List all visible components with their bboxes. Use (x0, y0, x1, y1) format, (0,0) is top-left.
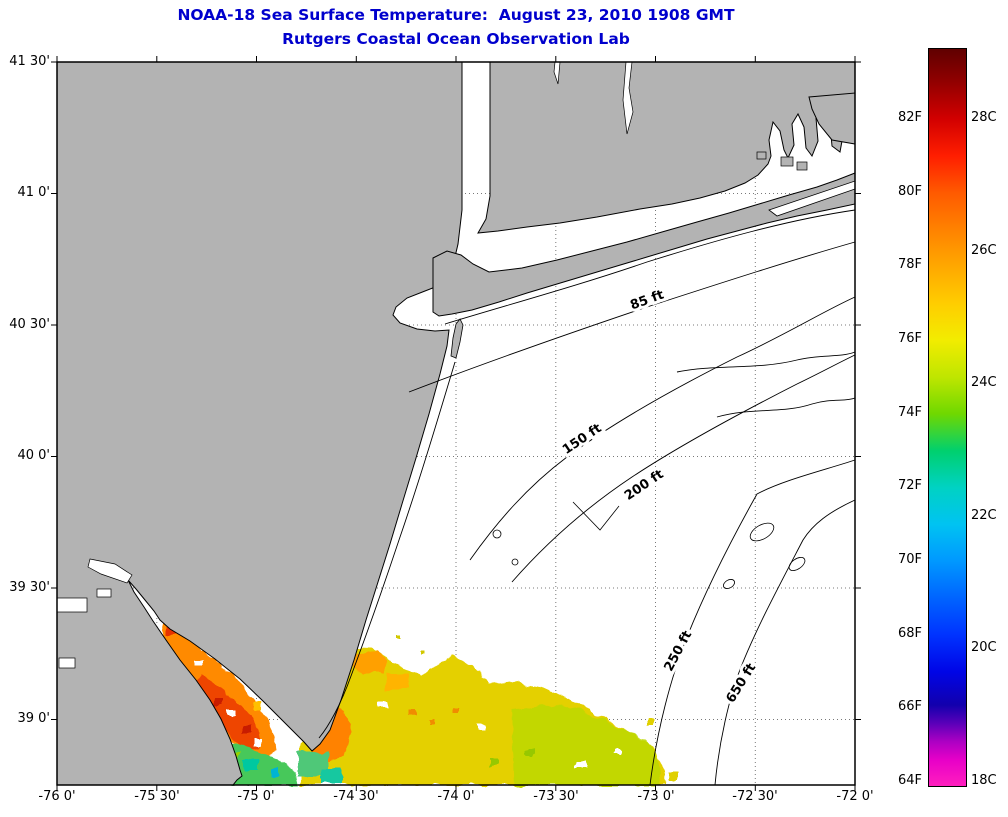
x-tick-label: -73 0' (637, 789, 675, 804)
bathymetry-layer (318, 209, 856, 786)
sandy-hook-spit (450, 318, 464, 359)
colorbar-f-label: 70F (897, 552, 922, 567)
y-tick-label: 41 30' (9, 54, 50, 69)
x-tick-label: -72 30' (732, 789, 778, 804)
colorbar-f-label: 66F (897, 699, 922, 714)
y-tick-label: 40 0' (17, 448, 50, 463)
x-tick-label: -75 0' (237, 789, 275, 804)
colorbar-c-label: 22C (971, 508, 997, 523)
y-tick-label: 41 0' (17, 185, 50, 200)
x-tick-label: -74 30' (333, 789, 379, 804)
y-tick-label: 39 30' (9, 580, 50, 595)
contour-250ft (649, 459, 856, 786)
colorbar-f-label: 82F (897, 110, 922, 125)
delaware-river-upper (87, 558, 133, 584)
contour-85ft (408, 241, 856, 393)
title-block: NOAA-18 Sea Surface Temperature: August … (57, 3, 855, 51)
colorbar-c-label: 18C (971, 773, 997, 788)
colorbar-f-label: 64F (897, 773, 922, 788)
coastline-west (56, 61, 463, 786)
map-canvas: 85 ft 150 ft 200 ft 250 ft 650 ft (51, 56, 861, 791)
contour-150ft (469, 296, 856, 561)
x-tick-label: -74 0' (437, 789, 475, 804)
colorbar-f-label: 76F (897, 331, 922, 346)
x-tick-label: -76 0' (38, 789, 76, 804)
page-subtitle: Rutgers Coastal Ocean Observation Lab (282, 30, 630, 49)
colorbar-f-label: 68F (897, 626, 922, 641)
y-tick-label: 39 0' (17, 711, 50, 726)
contour-nearshore-li (444, 209, 856, 325)
plot-border (56, 61, 856, 786)
page-title: NOAA-18 Sea Surface Temperature: August … (177, 6, 735, 24)
colorbar-gradient (928, 48, 967, 787)
x-tick-label: -72 0' (836, 789, 874, 804)
colorbar-f-label: 80F (897, 184, 922, 199)
land-layer (56, 61, 856, 786)
y-tick-label: 40 30' (9, 317, 50, 332)
x-tick-label: -73 30' (533, 789, 579, 804)
colorbar-c-label: 26C (971, 243, 997, 258)
colorbar-c-label: 24C (971, 375, 997, 390)
contour-650ft (714, 499, 856, 786)
coastline-north (477, 61, 856, 234)
x-tick-label: -75 30' (134, 789, 180, 804)
colorbar-f-label: 78F (897, 257, 922, 272)
colorbar-f-label: 72F (897, 478, 922, 493)
contour-nearshore-nj (318, 361, 456, 739)
colorbar-f-label: 74F (897, 405, 922, 420)
colorbar-c-label: 28C (971, 110, 997, 125)
colorbar-c-label: 20C (971, 640, 997, 655)
contour-200ft (511, 354, 856, 583)
tick-marks (51, 56, 861, 791)
